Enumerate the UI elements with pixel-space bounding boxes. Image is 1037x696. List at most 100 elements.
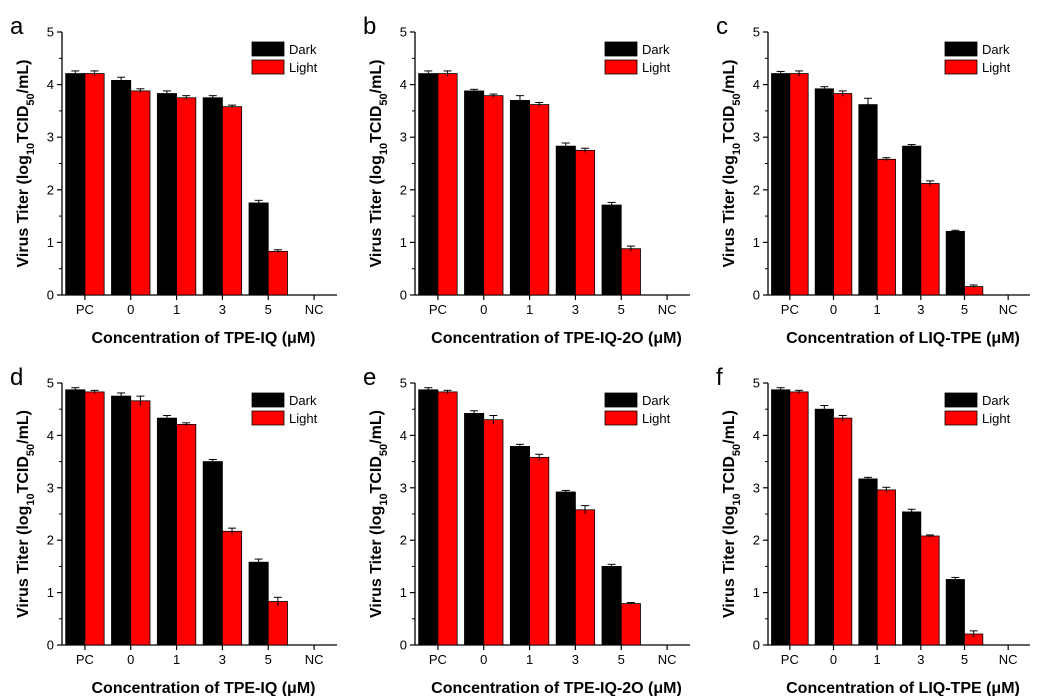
x-tick-label: 3 (917, 652, 924, 667)
bar-light-1 (176, 423, 197, 646)
bar-light-PC (84, 73, 105, 296)
legend-label-light: Light (289, 411, 318, 426)
bar-light-PC (437, 391, 458, 646)
bar-light-3 (222, 106, 243, 296)
y-tick-label: 4 (47, 77, 54, 92)
x-tick-label: 3 (219, 652, 226, 667)
bar-light-0 (833, 417, 853, 646)
legend-label-light: Light (982, 60, 1011, 75)
y-tick-label: 0 (753, 288, 760, 303)
legend-swatch-dark (251, 41, 285, 57)
x-tick-label: PC (76, 652, 94, 667)
bar-light-1 (876, 489, 896, 646)
bar-dark-1 (858, 104, 878, 296)
y-tick-label: 2 (400, 182, 407, 197)
bar-dark-0 (464, 412, 485, 646)
x-tick-label: NC (305, 302, 324, 317)
x-tick-label: 0 (127, 302, 134, 317)
bar-light-0 (130, 90, 151, 296)
bar-dark-1 (509, 99, 530, 296)
bar-light-PC (789, 391, 809, 646)
x-tick-label: 1 (874, 302, 881, 317)
legend-swatch-light (944, 59, 978, 75)
bar-light-1 (529, 104, 550, 296)
y-tick-label: 4 (753, 428, 760, 443)
panel-letter: c (716, 13, 728, 40)
y-tick-label: 0 (400, 638, 407, 653)
y-tick-label: 2 (47, 533, 54, 548)
legend-swatch-dark (944, 41, 978, 57)
y-tick-label: 0 (753, 638, 760, 653)
legend-label-light: Light (642, 411, 671, 426)
bar-dark-0 (111, 395, 132, 646)
x-tick-label: 3 (572, 652, 579, 667)
legend-label-light: Light (642, 60, 671, 75)
legend-label-dark: Dark (982, 42, 1010, 57)
bar-light-0 (483, 419, 504, 646)
bar-light-3 (575, 149, 596, 296)
x-axis-title: Concentration of LIQ-TPE (μM) (786, 680, 1020, 696)
bar-light-3 (222, 530, 243, 646)
x-axis-title: Concentration of TPE-IQ-2O (μM) (431, 680, 682, 696)
x-tick-label: 1 (173, 302, 180, 317)
x-tick-label: 5 (265, 652, 272, 667)
bar-dark-3 (902, 145, 922, 296)
y-tick-label: 5 (400, 376, 407, 391)
x-tick-label: 1 (874, 652, 881, 667)
x-tick-label: 5 (265, 302, 272, 317)
chart-panel-a: a 0 1 2 3 4 5 PC 0 1 3 5 NC Dark Light Concentration of… (10, 13, 337, 347)
x-tick-label: PC (76, 302, 94, 317)
bar-dark-3 (555, 491, 576, 646)
chart-panel-d: d 0 1 2 3 4 5 PC 0 1 3 5 NC Dark Light Concentration of… (10, 364, 337, 696)
panel-letter: b (363, 13, 376, 40)
legend-swatch-dark (251, 392, 285, 408)
x-tick-label: 0 (127, 652, 134, 667)
panel-letter: e (363, 364, 376, 391)
chart-panel-b: b 0 1 2 3 4 5 PC 0 1 3 5 NC Dark Light Concentration of… (363, 13, 690, 347)
bar-dark-1 (156, 417, 177, 646)
legend-label-dark: Dark (289, 393, 317, 408)
x-tick-label: 3 (572, 302, 579, 317)
bar-light-3 (575, 509, 596, 646)
y-tick-label: 0 (47, 638, 54, 653)
x-tick-label: 5 (618, 302, 625, 317)
bar-light-3 (920, 535, 940, 646)
x-tick-label: 5 (961, 302, 968, 317)
y-tick-label: 5 (47, 376, 54, 391)
bar-light-1 (176, 97, 197, 296)
bar-dark-0 (111, 79, 132, 296)
bar-light-5 (620, 603, 641, 646)
panel-letter: f (716, 364, 723, 391)
y-tick-label: 3 (47, 130, 54, 145)
x-tick-label: NC (658, 302, 677, 317)
y-tick-label: 1 (47, 235, 54, 250)
x-tick-label: NC (658, 652, 677, 667)
x-tick-label: PC (429, 652, 447, 667)
bar-dark-5 (601, 204, 622, 296)
bar-light-3 (920, 183, 940, 296)
y-tick-label: 1 (47, 585, 54, 600)
y-tick-label: 5 (47, 25, 54, 40)
bar-dark-5 (601, 566, 622, 646)
y-tick-label: 2 (753, 182, 760, 197)
y-tick-label: 4 (400, 428, 407, 443)
x-tick-label: 0 (480, 302, 487, 317)
bar-dark-1 (509, 446, 530, 646)
bar-light-0 (130, 400, 151, 646)
chart-panel-c: c 0 1 2 3 4 5 PC 0 1 3 5 NC Dark Light Concentration of… (716, 13, 1030, 347)
bar-light-PC (437, 73, 458, 296)
bar-light-PC (789, 73, 809, 296)
x-tick-label: 1 (526, 302, 533, 317)
x-tick-label: 0 (830, 652, 837, 667)
bar-dark-PC (65, 73, 86, 296)
bar-dark-3 (555, 145, 576, 296)
bar-dark-5 (248, 202, 269, 296)
y-axis-title: Virus Titer (log10TCID50/mL) (721, 410, 743, 618)
y-tick-label: 1 (753, 235, 760, 250)
x-axis-title: Concentration of TPE-IQ (μM) (92, 680, 316, 696)
bar-dark-0 (814, 408, 834, 646)
y-tick-label: 2 (400, 533, 407, 548)
legend-swatch-light (604, 410, 638, 426)
chart-panel-e: e 0 1 2 3 4 5 PC 0 1 3 5 NC Dark Light Concentration of… (363, 364, 690, 696)
bar-dark-PC (418, 389, 439, 646)
